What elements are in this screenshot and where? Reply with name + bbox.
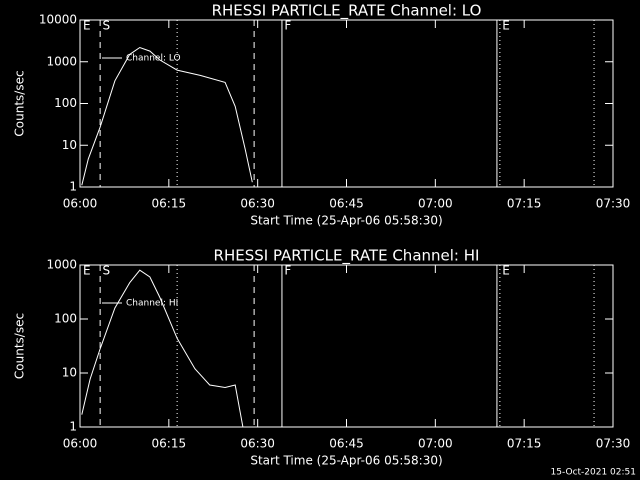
x-axis-label: Start Time (25-Apr-06 05:58:30) <box>250 214 442 228</box>
y-tick-label: 10 <box>62 366 77 380</box>
y-tick-label: 100 <box>54 96 77 110</box>
marker-flag: E <box>502 19 510 33</box>
x-tick-label: 06:45 <box>329 437 364 451</box>
x-tick-label: 06:00 <box>63 197 98 211</box>
data-line <box>81 46 253 186</box>
y-tick-label: 10000 <box>39 13 77 27</box>
plot-frame <box>79 264 614 428</box>
data-line <box>81 269 244 428</box>
x-tick-label: 07:15 <box>507 197 542 211</box>
y-tick-label: 1 <box>69 420 77 434</box>
x-tick-label: 06:00 <box>63 437 98 451</box>
x-axis-label: Start Time (25-Apr-06 05:58:30) <box>250 454 442 468</box>
y-tick-label: 1000 <box>46 54 77 68</box>
x-tick-label: 07:15 <box>507 437 542 451</box>
marker-flag: E <box>502 264 510 278</box>
y-tick-label: 1000 <box>46 258 77 272</box>
x-tick-label: 06:30 <box>240 437 275 451</box>
marker-flag: S <box>103 19 111 33</box>
plot-frame <box>79 19 614 188</box>
panel-title: RHESSI PARTICLE_RATE Channel: HI <box>214 247 480 266</box>
x-tick-label: 06:15 <box>152 437 187 451</box>
x-tick-label: 06:30 <box>240 197 275 211</box>
marker-flag: E <box>83 19 91 33</box>
y-axis-label: Counts/sec <box>13 70 27 136</box>
legend-label: Channel: HI <box>126 299 178 309</box>
x-tick-label: 07:00 <box>418 197 453 211</box>
timestamp: 15-Oct-2021 02:51 <box>551 468 636 478</box>
x-tick-label: 07:00 <box>418 437 453 451</box>
legend-label: Channel: LO <box>126 54 181 64</box>
marker-flag: F <box>284 264 291 278</box>
y-tick-label: 10 <box>62 138 77 152</box>
y-tick-label: 1 <box>69 180 77 194</box>
x-tick-label: 06:45 <box>329 197 364 211</box>
x-tick-label: 07:30 <box>596 197 631 211</box>
marker-flag: F <box>284 19 291 33</box>
marker-flag: S <box>103 264 111 278</box>
marker-flag: E <box>83 264 91 278</box>
y-axis-label: Counts/sec <box>13 313 27 379</box>
y-tick-label: 100 <box>54 312 77 326</box>
x-tick-label: 06:15 <box>152 197 187 211</box>
panel-title: RHESSI PARTICLE_RATE Channel: LO <box>212 2 482 21</box>
x-tick-label: 07:30 <box>596 437 631 451</box>
